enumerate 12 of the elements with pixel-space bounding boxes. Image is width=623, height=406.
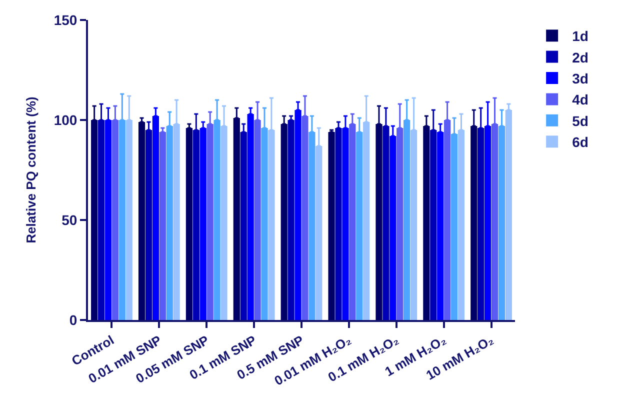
y-tick-label: 50 — [62, 212, 78, 228]
legend-label: 6d — [572, 134, 588, 150]
bar — [328, 132, 335, 320]
y-tick-label: 100 — [54, 112, 78, 128]
y-tick-label: 150 — [54, 12, 78, 28]
y-axis-title: Relative PQ content (%) — [23, 96, 38, 244]
legend-label: 4d — [572, 92, 588, 108]
legend-label: 5d — [572, 112, 588, 129]
legend-label: 3d — [572, 70, 588, 86]
legend-label: 2d — [572, 49, 588, 66]
y-tick-label: 0 — [69, 312, 78, 328]
legend-label: 1d — [572, 28, 588, 44]
